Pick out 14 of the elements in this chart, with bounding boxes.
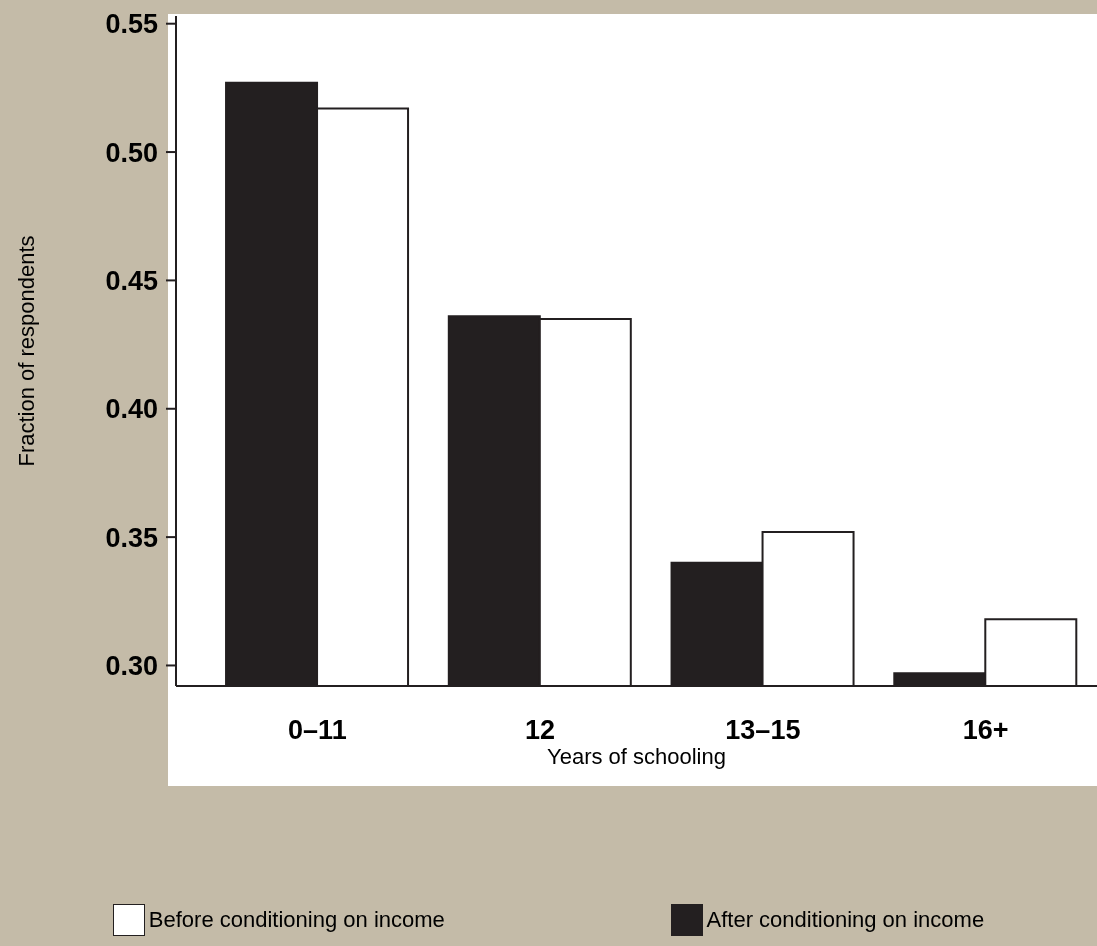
- x-tick-label: 16+: [962, 715, 1009, 746]
- legend-label: After conditioning on income: [706, 907, 985, 933]
- y-tick-label: 0.45: [105, 265, 158, 296]
- y-axis-title: Fraction of respondents: [13, 235, 39, 467]
- y-tick-label: 0.50: [105, 137, 158, 168]
- y-tick-label: 0.40: [105, 394, 158, 425]
- y-tick-label: 0.55: [105, 9, 158, 40]
- y-tick-label: 0.30: [105, 651, 158, 682]
- x-tick-label: 13–15: [725, 715, 801, 746]
- legend-label: Before conditioning on income: [148, 907, 445, 933]
- x-tick-label: 0–11: [288, 715, 347, 746]
- x-tick-label: 12: [525, 715, 556, 746]
- y-tick-label: 0.35: [105, 522, 158, 553]
- x-axis-title: Years of schooling: [547, 744, 726, 769]
